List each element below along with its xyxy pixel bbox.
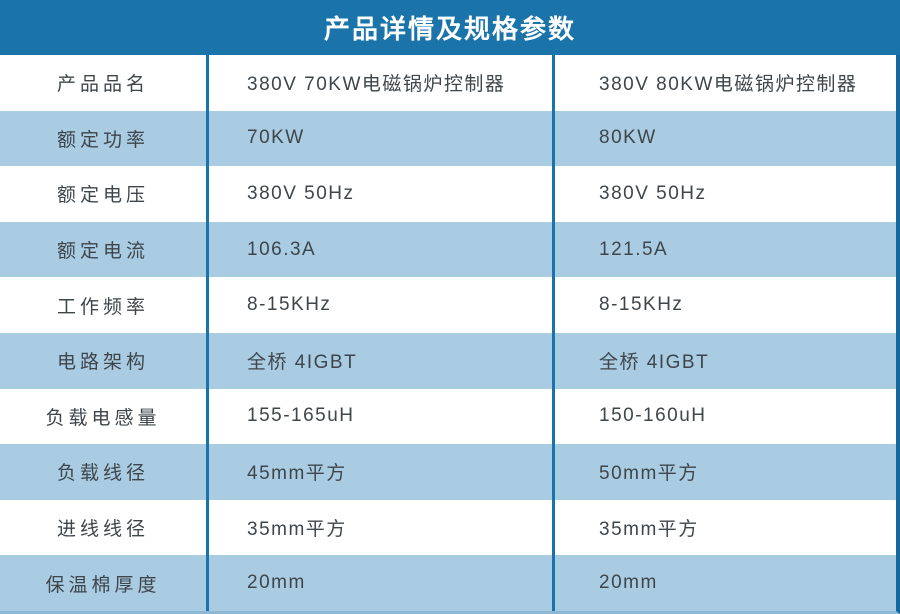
table-row: 额定电压 380V 50Hz 380V 50Hz	[0, 166, 896, 222]
spec-value-70kw: 35mm平方	[209, 499, 555, 556]
table-row: 额定电流 106.3A 121.5A	[0, 221, 896, 278]
spec-value-80kw: 150-160uH	[599, 405, 707, 427]
spec-value-80kw: 50mm平方	[599, 463, 699, 485]
spec-label: 负载线径	[0, 444, 209, 500]
table-row: 工作频率 8-15KHz 8-15KHz	[0, 277, 896, 333]
spec-value-70kw: 155-165uH	[209, 388, 555, 445]
spec-value-70kw: 8-15KHz	[209, 277, 555, 333]
spec-value-70kw: 380V 50Hz	[209, 166, 555, 222]
spec-value-80kw: 8-15KHz	[599, 294, 684, 316]
spec-value-70kw: 70KW	[209, 110, 555, 167]
spec-label: 额定功率	[0, 110, 209, 167]
spec-value-80kw: 20mm	[599, 572, 658, 594]
spec-table: 产品品名 380V 70KW电磁锅炉控制器 380V 80KW电磁锅炉控制器额定功率…	[0, 55, 900, 614]
spec-value-80kw: 全桥 4IGBT	[599, 352, 710, 374]
spec-value-80kw: 380V 50Hz	[599, 182, 707, 204]
spec-label: 电路架构	[0, 332, 209, 389]
spec-value-70kw: 20mm	[209, 555, 555, 611]
spec-value-70kw: 45mm平方	[209, 444, 555, 500]
spec-label: 额定电流	[0, 221, 209, 278]
spec-value-80kw: 380V 80KW电磁锅炉控制器	[599, 74, 858, 96]
spec-label: 保温棉厚度	[0, 555, 209, 611]
spec-label: 进线线径	[0, 499, 209, 556]
table-row: 额定功率 70KW 80KW	[0, 110, 896, 167]
table-row: 负载电感量 155-165uH 150-160uH	[0, 388, 896, 445]
spec-value-70kw: 全桥 4IGBT	[209, 332, 555, 389]
table-row: 负载线径 45mm平方 50mm平方	[0, 444, 896, 500]
table-row: 进线线径 35mm平方 35mm平方	[0, 499, 896, 556]
spec-label: 产品品名	[0, 55, 209, 111]
spec-value-70kw: 106.3A	[209, 221, 555, 278]
spec-label: 工作频率	[0, 277, 209, 333]
spec-label: 负载电感量	[0, 388, 209, 445]
table-row: 电路架构 全桥 4IGBT 全桥 4IGBT	[0, 332, 896, 389]
table-row: 保温棉厚度 20mm 20mm	[0, 555, 896, 611]
spec-label: 额定电压	[0, 166, 209, 222]
spec-value-80kw: 35mm平方	[599, 519, 699, 541]
spec-value-80kw: 80KW	[599, 127, 657, 149]
spec-value-80kw: 121.5A	[599, 238, 669, 260]
table-row: 产品品名 380V 70KW电磁锅炉控制器 380V 80KW电磁锅炉控制器	[0, 55, 896, 111]
page-title: 产品详情及规格参数	[0, 0, 900, 55]
spec-value-70kw: 380V 70KW电磁锅炉控制器	[209, 55, 555, 111]
